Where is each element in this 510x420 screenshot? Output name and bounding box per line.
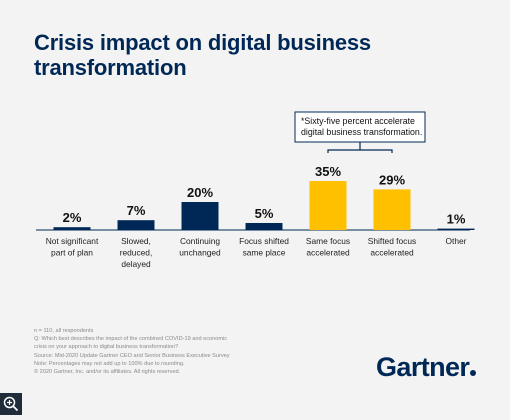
zoom-button[interactable] xyxy=(0,393,22,415)
category-label: Not significant part of plan xyxy=(46,236,99,258)
bar xyxy=(245,223,283,230)
logo-dot xyxy=(470,370,477,376)
annotation-text: digital business transformation. xyxy=(301,127,422,137)
category-label: Slowed, reduced, delayed xyxy=(120,236,153,269)
category-label: Same focus accelerated xyxy=(306,236,350,258)
value-label: 5% xyxy=(255,206,274,221)
bar xyxy=(309,181,347,230)
value-label: 29% xyxy=(379,172,405,187)
footnote-line: Note: Percentages may not add up to 100%… xyxy=(34,360,185,367)
value-label: 20% xyxy=(187,185,213,200)
bar xyxy=(373,189,411,230)
category-label: Continuing unchanged xyxy=(179,236,221,258)
annotation-text: *Sixty-five percent accelerate xyxy=(301,116,415,126)
footnote-line: © 2020 Gartner, Inc. and/or its affiliat… xyxy=(34,369,181,376)
zoom-in-icon xyxy=(3,396,19,412)
footnote-line: Source: Mid-2020 Update Gartner CEO and … xyxy=(34,352,230,359)
category-label: Other xyxy=(446,236,467,246)
bar xyxy=(437,228,475,230)
bar xyxy=(181,202,219,230)
logo-text: Gartner xyxy=(376,352,470,382)
footnote-line: n = 110, all respondents xyxy=(34,328,94,334)
category-label: Focus shifted same place xyxy=(239,236,289,258)
bar xyxy=(117,220,155,230)
footnotes: n = 110, all respondents Q: Which best d… xyxy=(34,327,364,376)
chart-title: Crisis impact on digital business transf… xyxy=(34,30,371,80)
value-label: 7% xyxy=(127,203,146,218)
value-label: 1% xyxy=(447,212,466,227)
category-label: Shifted focus accelerated xyxy=(368,236,416,258)
annotation-box xyxy=(294,111,426,143)
footnote-line: crisis on your approach to digital busin… xyxy=(34,344,179,351)
value-label: 2% xyxy=(63,210,82,225)
gartner-logo: Gartner xyxy=(376,352,477,383)
bar xyxy=(53,227,91,230)
value-label: 35% xyxy=(315,164,341,179)
footnote-line: Q: Which best describes the impact of th… xyxy=(34,336,228,343)
annotation-bracket xyxy=(327,149,393,153)
